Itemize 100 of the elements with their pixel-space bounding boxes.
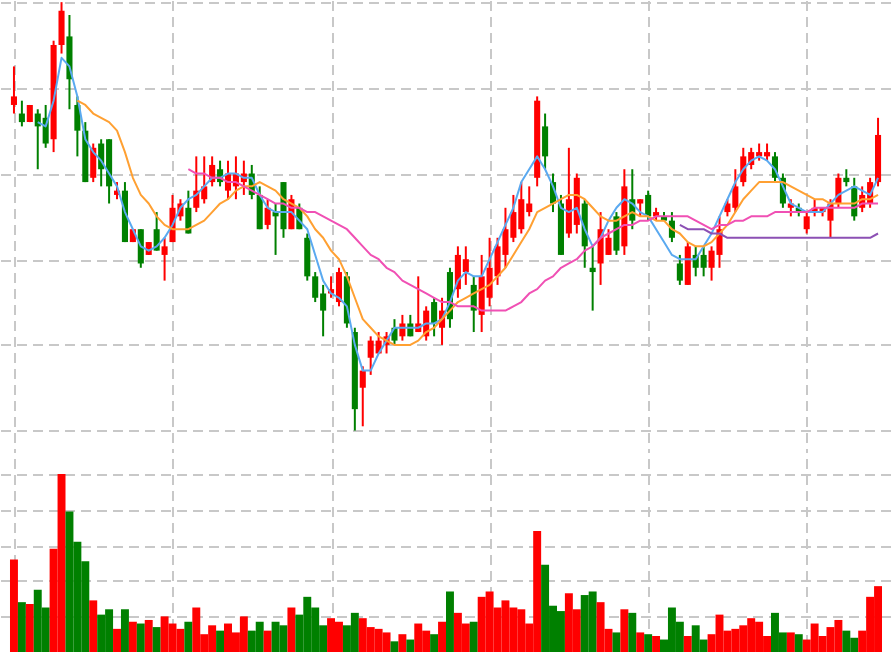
bar bbox=[128, 621, 137, 652]
bar bbox=[469, 621, 478, 652]
candlestick bbox=[304, 232, 311, 282]
bar bbox=[874, 586, 883, 652]
bar bbox=[216, 630, 225, 652]
bar bbox=[628, 612, 637, 652]
bar bbox=[612, 632, 621, 652]
bar bbox=[834, 619, 843, 652]
candlestick bbox=[565, 146, 572, 239]
bar bbox=[89, 600, 98, 652]
bar bbox=[97, 614, 106, 652]
candlestick bbox=[542, 112, 549, 171]
bar bbox=[247, 630, 256, 652]
bar bbox=[335, 621, 343, 652]
bar bbox=[414, 623, 423, 652]
bar bbox=[731, 628, 740, 652]
bar bbox=[160, 616, 169, 652]
candlestick bbox=[605, 228, 612, 256]
bar bbox=[652, 635, 661, 652]
bar bbox=[152, 627, 161, 652]
candlestick bbox=[391, 318, 398, 346]
bar bbox=[430, 634, 439, 652]
bar bbox=[192, 607, 201, 652]
bar bbox=[382, 632, 391, 652]
bar bbox=[580, 595, 589, 652]
bar bbox=[255, 621, 264, 652]
bar bbox=[596, 602, 605, 652]
bar bbox=[842, 630, 851, 652]
bar bbox=[374, 628, 383, 652]
bar bbox=[57, 474, 66, 652]
candlestick bbox=[74, 95, 81, 158]
bar bbox=[691, 625, 700, 652]
candlestick bbox=[684, 241, 691, 286]
candlestick bbox=[589, 245, 596, 312]
bar bbox=[541, 564, 550, 652]
bar bbox=[65, 511, 74, 652]
bar bbox=[224, 623, 232, 652]
bar bbox=[477, 596, 486, 652]
bar bbox=[239, 616, 248, 652]
bar bbox=[303, 596, 312, 652]
bar bbox=[105, 609, 114, 652]
bar bbox=[406, 639, 415, 652]
candlestick bbox=[367, 335, 374, 376]
bar bbox=[810, 623, 819, 652]
bar bbox=[136, 623, 145, 652]
candlestick bbox=[803, 211, 810, 235]
candlestick bbox=[518, 181, 525, 235]
bar bbox=[438, 621, 447, 652]
candlestick bbox=[462, 245, 469, 286]
bar bbox=[771, 612, 779, 652]
bar bbox=[390, 641, 399, 652]
bar bbox=[453, 612, 462, 652]
candlestick bbox=[320, 283, 327, 338]
bar bbox=[786, 632, 795, 652]
bar bbox=[826, 627, 835, 652]
bar bbox=[33, 589, 42, 652]
bar bbox=[794, 634, 803, 652]
bar bbox=[358, 618, 367, 652]
bar bbox=[485, 591, 494, 652]
bar bbox=[517, 609, 526, 652]
bar bbox=[445, 591, 454, 652]
bar bbox=[9, 559, 18, 652]
bar bbox=[564, 593, 573, 652]
candlestick bbox=[676, 253, 683, 286]
bar bbox=[850, 637, 859, 652]
bar bbox=[683, 635, 692, 652]
bar bbox=[556, 611, 565, 652]
bar bbox=[144, 619, 153, 652]
bar bbox=[667, 607, 676, 652]
bar bbox=[17, 602, 26, 652]
bar bbox=[636, 632, 645, 652]
candlestick bbox=[256, 185, 263, 231]
candlestick bbox=[359, 365, 366, 428]
bar bbox=[755, 621, 764, 652]
candlestick bbox=[10, 65, 17, 115]
candlestick bbox=[875, 116, 882, 188]
bar bbox=[176, 628, 185, 652]
candlestick bbox=[106, 138, 113, 205]
bar bbox=[533, 530, 542, 652]
candlestick bbox=[18, 99, 25, 128]
bar bbox=[208, 625, 217, 652]
candlestick bbox=[431, 296, 438, 338]
bar bbox=[184, 621, 193, 652]
bar bbox=[620, 609, 629, 652]
bar bbox=[747, 618, 756, 652]
bar bbox=[501, 600, 510, 652]
bar bbox=[25, 603, 34, 652]
bar bbox=[588, 591, 597, 652]
candlestick bbox=[700, 245, 707, 278]
candlestick bbox=[264, 198, 271, 231]
candlestick bbox=[312, 271, 319, 304]
bar bbox=[739, 625, 748, 652]
candlestick bbox=[335, 266, 343, 308]
bar bbox=[263, 630, 272, 652]
bar bbox=[509, 607, 518, 652]
candlestick bbox=[645, 189, 652, 222]
bar bbox=[422, 630, 431, 652]
bar bbox=[120, 609, 129, 652]
bar bbox=[287, 607, 296, 652]
bar bbox=[271, 621, 280, 652]
